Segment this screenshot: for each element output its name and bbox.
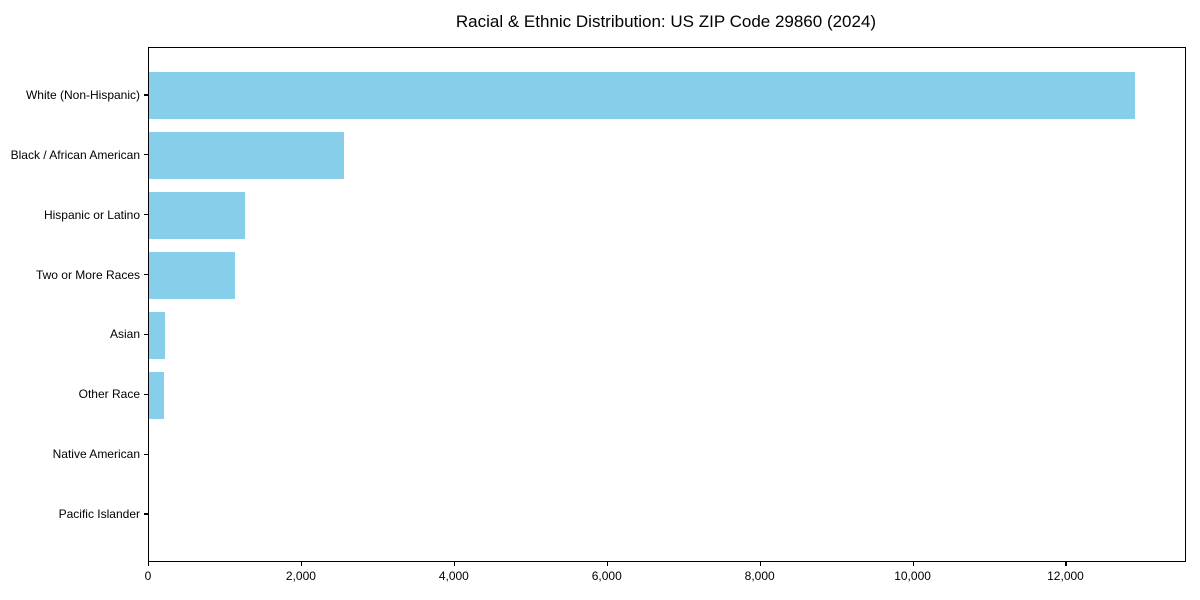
y-tick-mark <box>143 513 148 515</box>
x-tick-mark <box>300 561 303 566</box>
y-axis-label-native-american: Native American <box>52 447 140 462</box>
bar-two-or-more-races <box>149 252 235 300</box>
bar-hispanic-or-latino <box>149 192 245 240</box>
y-axis-label-pacific-islander: Pacific Islander <box>58 507 140 522</box>
y-tick-mark <box>143 154 148 156</box>
y-axis-label-asian: Asian <box>109 327 140 342</box>
x-tick-mark <box>148 561 150 566</box>
x-tick-label-12-000: 12,000 <box>1047 569 1084 583</box>
x-tick-label-2-000: 2,000 <box>285 569 316 583</box>
y-tick-mark <box>143 453 148 455</box>
y-tick-mark <box>143 273 148 276</box>
x-tick-mark <box>453 561 456 566</box>
x-tick-label-4-000: 4,000 <box>438 569 469 583</box>
x-tick-mark <box>1065 561 1067 566</box>
y-axis-label-black-african-american: Black / African American <box>10 147 140 162</box>
bar-white-non-hispanic <box>149 72 1136 120</box>
bar-asian <box>149 311 166 359</box>
y-axis-label-hispanic-or-latino: Hispanic or Latino <box>43 207 140 222</box>
y-tick-mark <box>143 94 148 96</box>
y-axis-label-two-or-more-races: Two or More Races <box>35 267 140 282</box>
y-axis-label-white-non-hispanic: White (Non-Hispanic) <box>25 87 140 102</box>
y-tick-mark <box>143 393 148 395</box>
x-tick-label-10-000: 10,000 <box>894 569 931 583</box>
y-tick-mark <box>143 214 148 216</box>
bar-other-race <box>149 371 164 419</box>
x-tick-label-8-000: 8,000 <box>744 569 775 583</box>
x-tick-label-0: 0 <box>144 569 152 583</box>
plot-area <box>148 47 1186 562</box>
x-tick-label-6-000: 6,000 <box>591 569 622 583</box>
y-axis-label-other-race: Other Race <box>78 387 140 402</box>
bar-black-african-american <box>149 132 344 180</box>
x-tick-mark <box>912 561 914 566</box>
x-tick-mark <box>759 561 761 566</box>
y-tick-mark <box>143 333 148 336</box>
x-tick-mark <box>606 561 608 566</box>
chart-title: Racial & Ethnic Distribution: US ZIP Cod… <box>455 12 877 31</box>
